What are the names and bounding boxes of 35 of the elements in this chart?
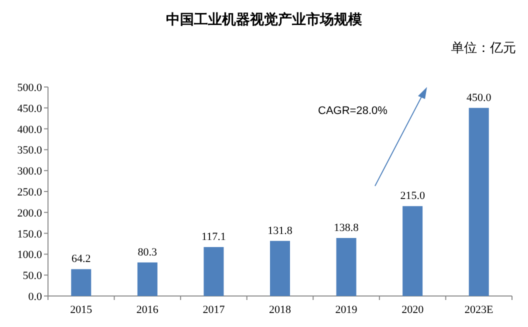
bar xyxy=(204,247,224,296)
bar xyxy=(336,238,356,296)
x-tick-label: 2019 xyxy=(335,304,358,316)
x-tick-label: 2018 xyxy=(269,304,292,316)
y-tick-label: 100.0 xyxy=(17,249,42,262)
chart-title: 中国工业机器视觉产业市场规模 xyxy=(166,11,363,27)
y-tick-label: 300.0 xyxy=(17,166,42,178)
data-label: 64.2 xyxy=(72,253,91,266)
x-tick-label: 2017 xyxy=(202,304,226,316)
x-tick-label: 2023E xyxy=(464,304,494,316)
y-tick-label: 350.0 xyxy=(17,144,42,157)
y-tick-label: 150.0 xyxy=(17,228,42,240)
x-tick-label: 2016 xyxy=(136,304,159,316)
data-label: 117.1 xyxy=(202,231,226,244)
x-tick-label: 2015 xyxy=(70,304,93,316)
data-label: 131.8 xyxy=(268,224,293,237)
data-label: 80.3 xyxy=(138,246,158,258)
data-label: 138.8 xyxy=(334,222,360,234)
bar xyxy=(137,262,158,296)
y-tick-label: 400.0 xyxy=(17,124,42,136)
y-tick-label: 200.0 xyxy=(17,207,42,220)
y-tick-label: 450.0 xyxy=(17,102,42,115)
bar xyxy=(468,108,489,296)
y-tick-label: 0.0 xyxy=(28,291,42,303)
y-tick-label: 250.0 xyxy=(17,186,42,198)
text: 单位：亿元 xyxy=(451,40,516,55)
annotation: CAGR=28.0% xyxy=(318,105,388,117)
data-label: 215.0 xyxy=(400,190,426,202)
y-tick-label: 50.0 xyxy=(22,270,42,282)
y-tick-label: 500.0 xyxy=(17,82,42,94)
data-label: 450.0 xyxy=(466,92,492,104)
bar xyxy=(402,206,423,296)
x-tick-label: 2020 xyxy=(402,304,424,316)
bar xyxy=(270,240,290,296)
bar xyxy=(71,269,92,296)
